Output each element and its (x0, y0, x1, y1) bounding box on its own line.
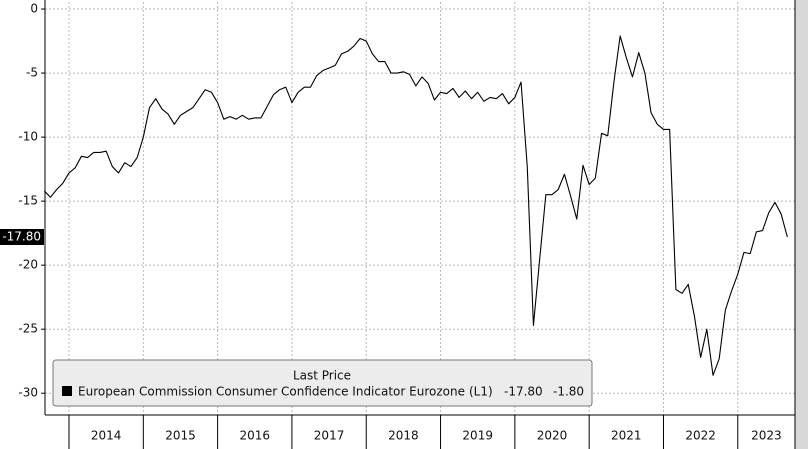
x-tick-label: 2019 (462, 429, 493, 443)
y-tick-label: -25 (18, 322, 38, 336)
series-line (43, 35, 788, 376)
right-margin (795, 0, 808, 449)
x-tick-label: 2022 (685, 429, 716, 443)
grid (45, 2, 795, 415)
x-tick-label: 2015 (165, 429, 196, 443)
legend-swatch (62, 386, 72, 396)
y-tick-label: -30 (18, 386, 38, 400)
last-value-label: -17.80 (2, 229, 41, 243)
y-tick-label: -5 (26, 66, 38, 80)
y-tick-label: 0 (30, 2, 38, 16)
x-tick-label: 2017 (314, 429, 345, 443)
legend-label: European Commission Consumer Confidence … (78, 385, 465, 399)
legend-title: Last Price (293, 369, 351, 383)
last-value-box (0, 228, 44, 245)
legend-last: -17.80 (504, 385, 543, 399)
x-tick-label: 2014 (91, 429, 122, 443)
x-tick-label: 2023 (751, 429, 782, 443)
lines (43, 35, 788, 376)
y-tick-label: -15 (18, 194, 38, 208)
legend: Last Price European Commission Consumer … (52, 359, 593, 407)
legend-box (52, 359, 593, 407)
y-tick-label: -10 (18, 130, 38, 144)
legend-change: -1.80 (553, 385, 584, 399)
x-tick-label: 2021 (611, 429, 642, 443)
x-tick-label: 2020 (537, 429, 568, 443)
legend-axis: (L1) (469, 385, 493, 399)
x-tick-label: 2018 (388, 429, 419, 443)
y-tick-label: -20 (18, 258, 38, 272)
x-tick-label: 2016 (240, 429, 271, 443)
